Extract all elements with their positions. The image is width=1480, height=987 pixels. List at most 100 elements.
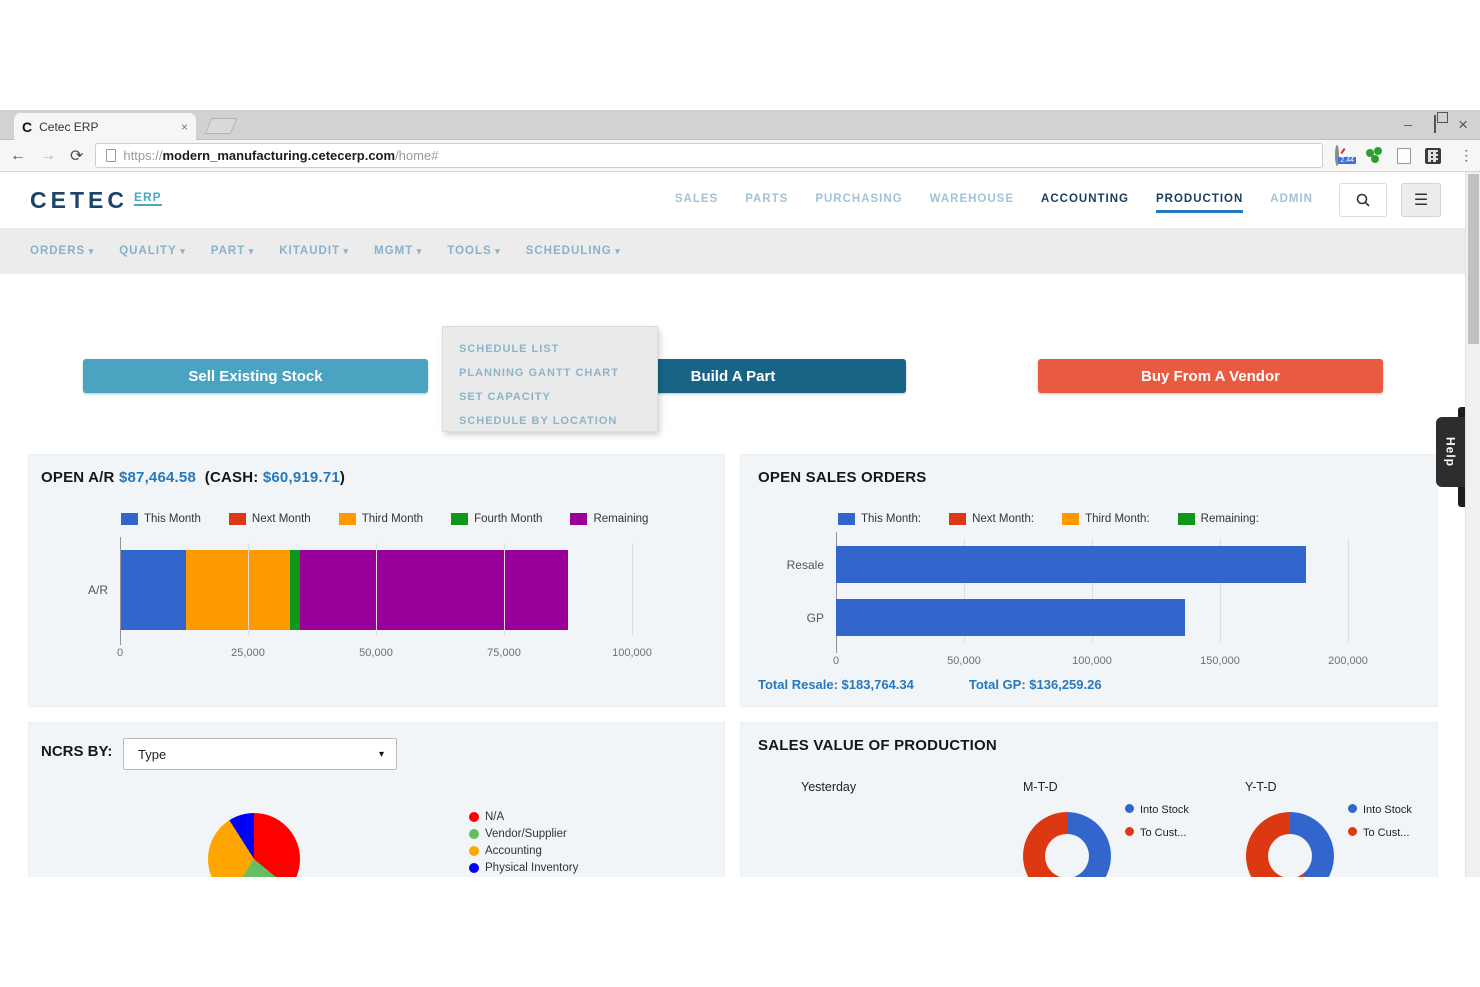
subnav-quality[interactable]: QUALITY xyxy=(119,245,186,257)
col-mtd: M-T-D xyxy=(1023,780,1058,794)
browser-toolbar: ← → ⟳ https://modern_manufacturing.cetec… xyxy=(0,140,1480,172)
hamburger-icon: ☰ xyxy=(1413,192,1429,209)
close-window-icon[interactable]: × xyxy=(1458,114,1468,134)
legend-label: Into Stock xyxy=(1140,804,1189,816)
legend-swatch xyxy=(1125,804,1134,813)
buy-from-a-vendor-button[interactable]: Buy From A Vendor xyxy=(1038,359,1383,393)
legend-item-this-month: This Month xyxy=(121,513,201,525)
open-sales-title: OPEN SALES ORDERS xyxy=(758,469,927,486)
legend-label: To Cust... xyxy=(1363,827,1410,840)
nav-production[interactable]: PRODUCTION xyxy=(1155,193,1244,213)
legend-label: Remaining: xyxy=(1200,513,1259,525)
ncrs-panel: NCRS BY: Type ▾ N/A Vendor/Supplier Accoun… xyxy=(28,722,725,877)
open-sales-plot: 0 50,000 100,000 150,000 200,000 Resale GP xyxy=(787,532,1412,667)
subnav-scheduling[interactable]: SCHEDULING xyxy=(526,245,621,257)
browser-tabstrip: C Cetec ERP × – × xyxy=(0,110,1480,140)
green-extension-icon[interactable] xyxy=(1366,147,1383,164)
subnav-tools[interactable]: TOOLS xyxy=(447,245,500,257)
axis-tick-label: 75,000 xyxy=(487,647,521,659)
legend-item-to-cust: To Cust... xyxy=(1125,826,1190,840)
gridline xyxy=(376,543,377,635)
legend-swatch xyxy=(1062,513,1080,525)
open-ar-title: OPEN A/R $87,464.58 (CASH: $60,919.71) xyxy=(41,469,346,486)
search-icon xyxy=(1356,193,1370,207)
axis-tick-label: 25,000 xyxy=(231,647,265,659)
grid-extension-icon[interactable] xyxy=(1425,147,1442,164)
subnav-orders[interactable]: ORDERS xyxy=(30,245,94,257)
gauge-extension-icon[interactable]: 2.44 xyxy=(1335,145,1357,166)
page-scrollbar[interactable] xyxy=(1465,172,1480,877)
ytd-donut-chart xyxy=(1246,812,1334,877)
nav-admin[interactable]: ADMIN xyxy=(1270,193,1313,205)
axis-tick-label: 150,000 xyxy=(1200,655,1240,667)
url-text: https://modern_manufacturing.cetecerp.co… xyxy=(123,148,439,163)
menu-item-schedule-by-location[interactable]: SCHEDULE BY LOCATION xyxy=(459,415,618,427)
production-title: SALES VALUE OF PRODUCTION xyxy=(758,737,997,754)
legend-label: N/A xyxy=(485,811,505,823)
favicon: C xyxy=(22,118,33,135)
back-icon[interactable]: ← xyxy=(10,146,26,164)
mtd-donut-chart xyxy=(1023,812,1111,877)
open-sales-legend: This Month: Next Month: Third Month: Remain… xyxy=(838,513,1259,525)
search-button[interactable] xyxy=(1339,183,1387,217)
subnav-mgmt[interactable]: MGMT xyxy=(374,245,422,257)
reload-icon[interactable]: ⟳ xyxy=(70,147,84,165)
sub-nav: ORDERS QUALITY PART KITAUDIT MGMT TOOLS … xyxy=(0,228,1465,274)
col-yesterday: Yesterday xyxy=(801,780,857,794)
open-ar-plot: 0 25,000 50,000 75,000 100,000 A/R xyxy=(88,537,696,659)
open-ar-cash-amount: $60,919.71 xyxy=(262,469,340,486)
help-tab[interactable]: Help xyxy=(1436,417,1465,487)
page-icon xyxy=(106,149,117,162)
menu-item-set-capacity[interactable]: SET CAPACITY xyxy=(459,391,551,403)
legend-label: This Month xyxy=(144,513,201,525)
sell-existing-stock-button[interactable]: Sell Existing Stock xyxy=(83,359,428,393)
nav-warehouse[interactable]: WAREHOUSE xyxy=(929,193,1015,205)
legend-label: Physical Inventory xyxy=(485,862,579,874)
bar-gp xyxy=(836,599,1185,636)
legend-swatch xyxy=(838,513,855,525)
nav-purchasing[interactable]: PURCHASING xyxy=(815,193,903,205)
bar-resale xyxy=(836,546,1307,583)
subnav-kitaudit[interactable]: KITAUDIT xyxy=(279,245,349,257)
legend-swatch xyxy=(469,846,479,856)
legend-label: To Cust... xyxy=(1140,827,1187,840)
mtd-donut-legend: Into Stock To Cust... xyxy=(1125,803,1190,841)
cetec-logo[interactable]: CETEC ERP xyxy=(30,187,162,214)
logo-text: CETEC xyxy=(30,186,128,213)
ncrs-select-value: Type xyxy=(138,746,167,762)
axis-tick-label: 0 xyxy=(116,647,124,659)
legend-swatch xyxy=(451,513,469,525)
minimize-icon[interactable]: – xyxy=(1404,116,1413,132)
legend-item-third-month: Third Month: xyxy=(1062,513,1150,525)
category-label: Resale xyxy=(786,557,824,572)
open-sales-panel: OPEN SALES ORDERS This Month: Next Month:… xyxy=(740,454,1438,707)
forward-icon[interactable]: → xyxy=(40,146,56,164)
subnav-part[interactable]: PART xyxy=(211,245,254,257)
legend-label: Accounting xyxy=(485,845,542,857)
top-nav: SALES PARTS PURCHASING WAREHOUSE ACCOUNT… xyxy=(674,193,1313,213)
nav-parts[interactable]: PARTS xyxy=(745,193,789,205)
bar-segment-third-month xyxy=(186,550,290,630)
nav-sales[interactable]: SALES xyxy=(674,193,719,205)
browser-tab[interactable]: C Cetec ERP × xyxy=(14,113,196,140)
legend-item-into-stock: Into Stock xyxy=(1348,803,1413,817)
tab-close-icon[interactable]: × xyxy=(180,119,188,134)
url-bar[interactable]: https://modern_manufacturing.cetecerp.co… xyxy=(95,143,1324,168)
page-extension-icon[interactable] xyxy=(1397,147,1412,164)
menu-item-planning-gantt-chart[interactable]: PLANNING GANTT CHART xyxy=(459,367,619,379)
scrollbar-thumb[interactable] xyxy=(1468,174,1479,344)
legend-item-fourth-month: Fourth Month xyxy=(451,513,542,525)
hamburger-button[interactable]: ☰ xyxy=(1401,183,1441,217)
ncrs-type-select[interactable]: Type ▾ xyxy=(123,738,397,770)
new-tab-button[interactable] xyxy=(204,118,238,134)
nav-accounting[interactable]: ACCOUNTING xyxy=(1041,193,1129,205)
restore-icon[interactable] xyxy=(1434,115,1437,133)
browser-menu-icon[interactable]: ⋮ xyxy=(1459,147,1474,163)
legend-label: Remaining xyxy=(593,513,649,525)
total-resale: Total Resale: $183,764.34 xyxy=(758,677,914,692)
legend-label: Third Month xyxy=(361,513,424,525)
legend-swatch xyxy=(338,513,356,525)
menu-item-schedule-list[interactable]: SCHEDULE LIST xyxy=(459,343,560,355)
legend-label: Third Month: xyxy=(1085,513,1150,525)
legend-item-next-month: Next Month xyxy=(228,513,311,525)
